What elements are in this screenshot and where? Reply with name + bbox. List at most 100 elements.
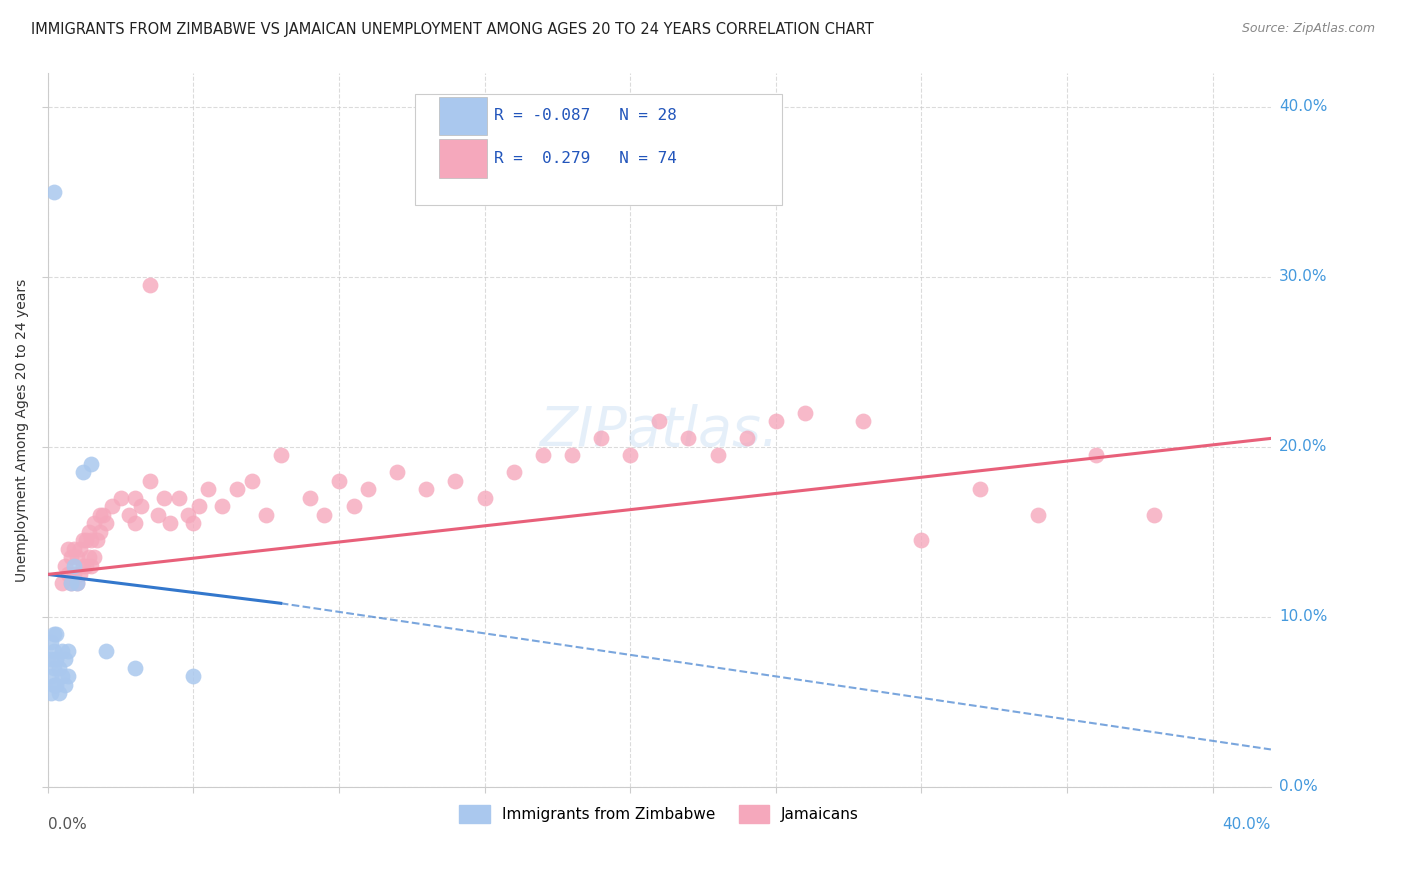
Point	[75, 558, 97, 573]
Point	[53, 652, 76, 666]
Point	[56, 644, 79, 658]
Point	[474, 491, 496, 505]
Point	[1085, 449, 1108, 463]
Point	[314, 508, 336, 522]
Point	[53, 558, 76, 573]
Point	[60, 575, 83, 590]
Point	[969, 483, 991, 497]
Y-axis label: Unemployment Among Ages 20 to 24 years: Unemployment Among Ages 20 to 24 years	[15, 278, 30, 582]
Point	[51, 575, 73, 590]
Point	[39, 635, 62, 649]
Point	[42, 185, 65, 199]
Point	[77, 550, 100, 565]
Point	[387, 466, 409, 480]
Point	[706, 449, 728, 463]
FancyBboxPatch shape	[439, 139, 486, 178]
Point	[129, 500, 152, 514]
Point	[56, 669, 79, 683]
Point	[167, 491, 190, 505]
Point	[69, 541, 91, 556]
Point	[66, 550, 89, 565]
Point	[39, 686, 62, 700]
Point	[211, 500, 233, 514]
Point	[852, 414, 875, 428]
Point	[188, 500, 211, 514]
Point	[183, 669, 205, 683]
Point	[183, 516, 205, 531]
Point	[1143, 508, 1166, 522]
Point	[66, 575, 89, 590]
Point	[45, 678, 67, 692]
Point	[83, 550, 105, 565]
Point	[444, 474, 467, 488]
Point	[794, 406, 817, 420]
Point	[94, 516, 117, 531]
Text: 20.0%: 20.0%	[1279, 440, 1327, 454]
Point	[77, 524, 100, 539]
Point	[48, 661, 70, 675]
FancyBboxPatch shape	[439, 96, 486, 135]
Point	[124, 491, 146, 505]
Point	[124, 516, 146, 531]
Text: 40.0%: 40.0%	[1279, 100, 1327, 114]
Text: R = -0.087   N = 28: R = -0.087 N = 28	[494, 108, 678, 123]
Point	[60, 550, 83, 565]
Point	[138, 474, 160, 488]
Point	[45, 652, 67, 666]
Point	[561, 449, 583, 463]
Point	[531, 449, 554, 463]
Point	[94, 644, 117, 658]
Point	[51, 669, 73, 683]
Point	[648, 414, 671, 428]
Point	[63, 567, 86, 582]
Point	[298, 491, 321, 505]
Point	[124, 661, 146, 675]
Point	[153, 491, 176, 505]
Point	[56, 541, 79, 556]
Point	[110, 491, 132, 505]
Point	[118, 508, 141, 522]
Point	[80, 558, 103, 573]
Point	[159, 516, 181, 531]
Point	[66, 575, 89, 590]
Point	[63, 541, 86, 556]
Point	[89, 524, 111, 539]
Text: 10.0%: 10.0%	[1279, 609, 1327, 624]
Point	[39, 652, 62, 666]
Point	[42, 661, 65, 675]
Text: R =  0.279   N = 74: R = 0.279 N = 74	[494, 151, 678, 166]
Point	[226, 483, 249, 497]
Point	[72, 558, 94, 573]
Point	[240, 474, 263, 488]
Legend: Immigrants from Zimbabwe, Jamaicans: Immigrants from Zimbabwe, Jamaicans	[453, 799, 865, 830]
Point	[328, 474, 350, 488]
Text: IMMIGRANTS FROM ZIMBABWE VS JAMAICAN UNEMPLOYMENT AMONG AGES 20 TO 24 YEARS CORR: IMMIGRANTS FROM ZIMBABWE VS JAMAICAN UNE…	[31, 22, 873, 37]
Point	[148, 508, 170, 522]
Text: ZIPatlas.: ZIPatlas.	[540, 403, 779, 457]
Text: 0.0%: 0.0%	[1279, 780, 1317, 795]
Point	[42, 678, 65, 692]
Point	[89, 508, 111, 522]
Point	[415, 483, 437, 497]
Point	[91, 508, 114, 522]
Point	[176, 508, 198, 522]
Point	[86, 533, 108, 548]
Point	[80, 457, 103, 471]
Point	[678, 431, 700, 445]
Point	[619, 449, 641, 463]
Point	[270, 449, 292, 463]
Point	[42, 627, 65, 641]
FancyBboxPatch shape	[415, 95, 782, 205]
Point	[48, 686, 70, 700]
Point	[56, 567, 79, 582]
Point	[42, 644, 65, 658]
Point	[910, 533, 932, 548]
Point	[357, 483, 380, 497]
Point	[101, 500, 124, 514]
Point	[39, 669, 62, 683]
Point	[51, 644, 73, 658]
Point	[53, 678, 76, 692]
Point	[69, 567, 91, 582]
Point	[63, 558, 86, 573]
Point	[72, 533, 94, 548]
